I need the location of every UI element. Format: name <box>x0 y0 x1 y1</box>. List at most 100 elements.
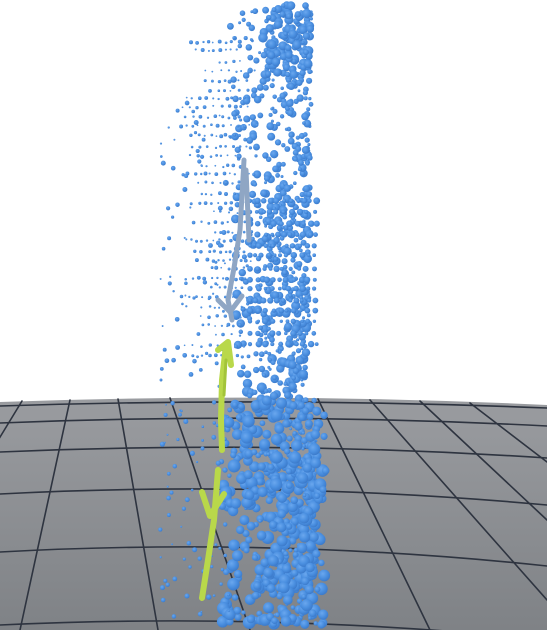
particle <box>292 40 302 50</box>
particle <box>291 277 297 283</box>
particle <box>229 40 233 44</box>
particle <box>181 173 185 177</box>
particle <box>194 258 199 263</box>
particle <box>239 515 250 526</box>
particle <box>223 416 235 429</box>
particle <box>299 308 303 313</box>
particle <box>208 343 212 347</box>
particle <box>207 323 210 326</box>
particle <box>224 609 236 621</box>
particle <box>258 33 268 43</box>
particle <box>218 191 222 196</box>
particle <box>317 620 326 629</box>
particle <box>235 414 243 421</box>
particle <box>252 389 258 395</box>
particle <box>212 292 215 295</box>
particle <box>275 173 280 178</box>
grid-line <box>117 398 159 630</box>
particle <box>231 214 240 224</box>
particle <box>190 97 193 100</box>
path-segment <box>243 167 252 243</box>
particle <box>289 243 296 249</box>
particle <box>288 29 298 39</box>
particle <box>239 316 242 319</box>
particle <box>252 243 257 247</box>
particle <box>242 266 246 269</box>
particle <box>296 261 303 267</box>
particle <box>312 319 317 323</box>
particle <box>240 431 253 444</box>
particle <box>230 498 242 509</box>
particle <box>210 276 214 280</box>
particle <box>279 92 287 100</box>
particle <box>282 264 288 270</box>
particle <box>248 146 253 150</box>
particle <box>313 232 318 237</box>
particle <box>301 594 307 600</box>
particle <box>208 172 211 175</box>
particle <box>221 230 227 235</box>
particle <box>245 264 249 268</box>
particle <box>277 380 284 386</box>
particle <box>221 309 225 313</box>
particle <box>305 562 315 573</box>
particle <box>290 251 298 259</box>
particle <box>210 133 214 137</box>
particle <box>261 235 269 243</box>
particle <box>245 536 253 544</box>
particle <box>283 31 288 36</box>
particle <box>166 513 171 517</box>
particle <box>184 100 190 106</box>
particle <box>214 231 217 234</box>
particle <box>234 613 242 621</box>
particle <box>272 94 277 99</box>
particle <box>231 110 238 117</box>
particle <box>276 592 283 600</box>
particle <box>271 57 281 67</box>
particle <box>293 421 303 431</box>
particle <box>282 225 289 231</box>
particle <box>281 143 286 148</box>
particle <box>292 149 299 156</box>
particle <box>289 427 293 431</box>
particle <box>277 493 288 503</box>
particle <box>175 345 181 350</box>
particle <box>301 112 309 121</box>
particle <box>229 90 232 92</box>
particle <box>206 594 212 600</box>
particle <box>286 435 293 442</box>
particle <box>261 318 269 325</box>
particle <box>199 172 203 176</box>
particle <box>314 342 319 346</box>
particle <box>227 69 231 72</box>
particle <box>266 15 272 20</box>
particle <box>221 332 225 337</box>
particle <box>188 295 191 299</box>
particle <box>312 406 322 416</box>
particle <box>173 138 176 141</box>
particle <box>211 259 216 263</box>
particle <box>224 145 227 148</box>
particle <box>164 358 170 364</box>
particle <box>229 238 233 243</box>
particle <box>270 107 274 111</box>
particle <box>224 41 228 45</box>
particle <box>299 248 303 253</box>
particle <box>286 220 293 227</box>
particle <box>271 291 280 300</box>
particle <box>301 446 305 451</box>
particle <box>225 96 230 101</box>
particle <box>227 79 232 84</box>
particle <box>170 165 176 171</box>
particle <box>230 84 236 90</box>
particle <box>298 159 304 166</box>
particle <box>296 338 300 342</box>
particle <box>159 367 164 371</box>
particle <box>301 146 310 154</box>
particle <box>224 61 228 64</box>
particle <box>223 522 228 527</box>
particle <box>241 17 246 23</box>
particle <box>282 595 293 605</box>
